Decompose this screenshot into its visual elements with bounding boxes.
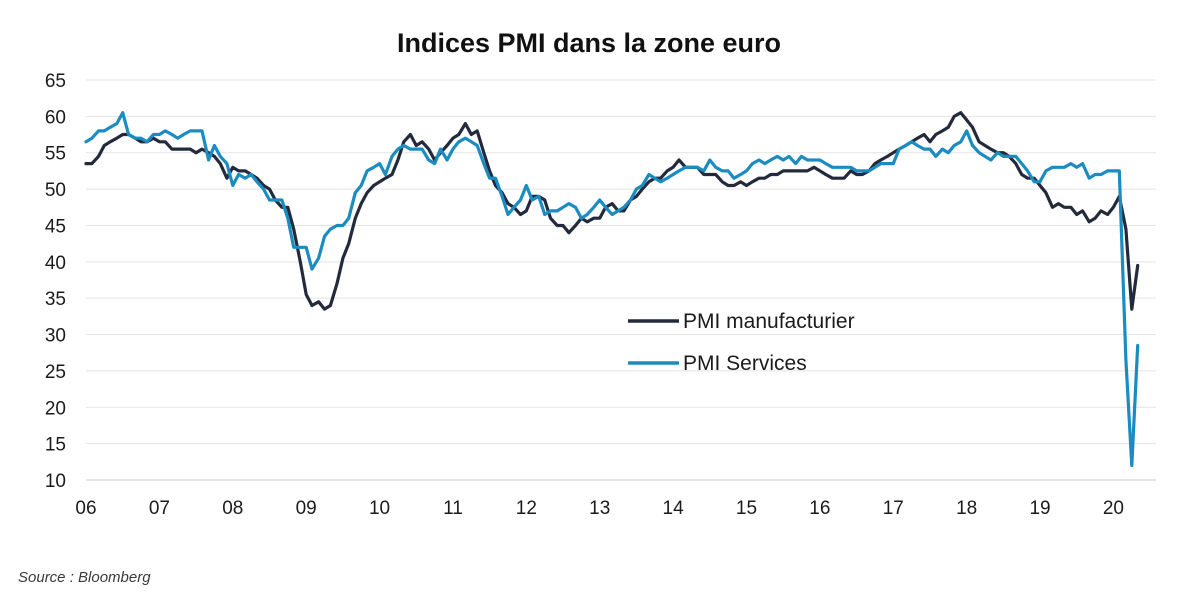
y-tick-label: 30 [45,326,66,347]
x-tick-label: 12 [516,498,537,519]
x-tick-label: 19 [1029,498,1050,519]
y-tick-label: 60 [45,107,66,128]
x-tick-label: 17 [883,498,904,519]
x-tick-label: 06 [75,498,96,519]
y-tick-label: 65 [45,71,66,92]
chart-title: Indices PMI dans la zone euro [397,28,781,58]
x-tick-label: 20 [1103,498,1124,519]
x-tick-label: 18 [956,498,977,519]
legend-label-pmi-manufacturier: PMI manufacturier [683,310,855,333]
x-tick-label: 07 [149,498,170,519]
source-note: Source : Bloomberg [18,569,151,586]
x-tick-label: 10 [369,498,390,519]
y-tick-label: 50 [45,180,66,201]
y-tick-label: 55 [45,144,66,165]
gridlines [86,79,1156,481]
x-axis-ticks: 06 07 08 09 10 11 12 13 14 15 16 17 18 19 20 [75,498,1124,519]
x-tick-label: 11 [443,498,463,519]
x-tick-label: 15 [736,498,757,519]
series-line-pmi-manufacturier [84,111,1140,311]
y-tick-label: 45 [45,216,66,237]
y-tick-label: 25 [45,362,66,383]
x-tick-label: 09 [296,498,317,519]
y-tick-label: 15 [45,435,66,456]
x-tick-label: 16 [809,498,830,519]
x-tick-label: 13 [589,498,610,519]
y-tick-label: 10 [45,471,66,492]
legend: PMI manufacturier PMI Services [628,310,855,375]
series-lines [84,111,1140,468]
y-tick-label: 40 [45,253,66,274]
x-tick-label: 14 [663,498,685,519]
series-line-pmi-services [84,111,1140,468]
y-axis-ticks: 10 15 20 25 30 35 40 45 50 55 60 65 [45,71,66,492]
x-tick-label: 08 [222,498,243,519]
y-tick-label: 35 [45,289,66,310]
legend-label-pmi-services: PMI Services [683,352,807,375]
y-tick-label: 20 [45,398,66,419]
